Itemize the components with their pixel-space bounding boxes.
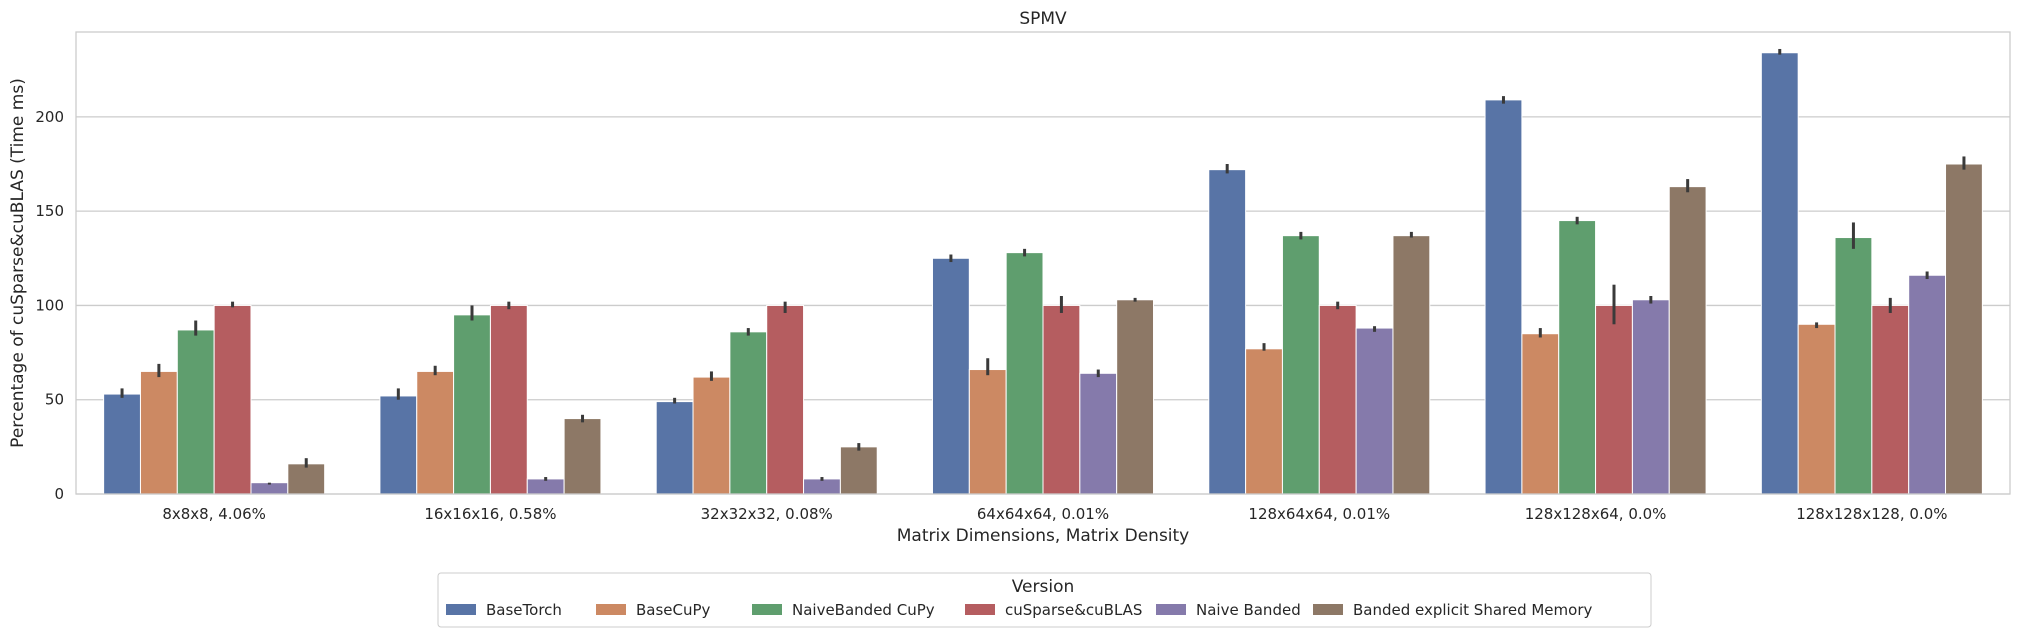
bar	[1631, 299, 1670, 495]
legend-swatch	[965, 604, 995, 615]
x-tick-label: 32x32x32, 0.08%	[701, 505, 833, 523]
bar	[1595, 304, 1633, 495]
bar	[1079, 372, 1118, 495]
bar	[1042, 304, 1081, 495]
bar	[1760, 52, 1799, 495]
bar	[1558, 220, 1597, 495]
bar-layer	[103, 52, 1983, 495]
x-tick-labels: 8x8x8, 4.06% 16x16x16, 0.58% 32x32x32, 0.0…	[162, 505, 1947, 523]
bar	[1208, 169, 1247, 495]
legend-label: BaseCuPy	[636, 601, 711, 619]
y-tick-label: 150	[35, 202, 64, 220]
legend-swatch	[446, 604, 476, 615]
bar	[1797, 323, 1836, 495]
bar	[1281, 235, 1320, 495]
bar	[1318, 304, 1357, 495]
legend-label: cuSparse&cuBLAS	[1005, 601, 1142, 619]
y-tick-label: 50	[45, 391, 64, 409]
y-tick-label: 200	[35, 108, 64, 126]
bar	[1834, 237, 1873, 495]
bar	[1945, 163, 1983, 495]
bar	[1521, 333, 1560, 495]
bar	[655, 401, 694, 495]
legend: Version BaseTorch BaseCuPy NaiveBanded CuP…	[437, 572, 1652, 628]
errorbar-layer	[120, 48, 1966, 485]
bar	[287, 463, 326, 495]
bar	[968, 369, 1007, 495]
x-tick-label: 8x8x8, 4.06%	[162, 505, 266, 523]
legend-items: BaseTorch BaseCuPy NaiveBanded CuPy cuSpars…	[446, 601, 1592, 619]
bar	[103, 393, 141, 495]
chart-title: SPMV	[1019, 9, 1067, 29]
legend-title: Version	[1012, 577, 1075, 597]
bar	[839, 446, 878, 495]
x-tick-label: 128x128x64, 0.0%	[1525, 505, 1667, 523]
legend-frame	[437, 572, 1652, 628]
bar	[176, 329, 215, 495]
bar	[1484, 99, 1523, 495]
bar	[453, 314, 491, 495]
bar	[379, 395, 418, 495]
legend-label: BaseTorch	[486, 601, 562, 619]
bar	[213, 304, 252, 495]
bar	[1116, 299, 1155, 495]
bar	[526, 478, 565, 495]
bar	[1392, 235, 1431, 495]
bar	[1355, 327, 1394, 495]
bar	[1245, 348, 1283, 495]
y-axis-label: Percentage of cuSparse&cuBLAS (Time ms)	[8, 78, 28, 448]
bar	[803, 478, 841, 495]
bar	[729, 331, 768, 495]
bar	[563, 418, 602, 495]
x-tick-label: 64x64x64, 0.01%	[977, 505, 1109, 523]
bar	[1908, 274, 1947, 495]
legend-swatch	[1313, 604, 1343, 615]
bar	[416, 370, 455, 495]
bar	[489, 304, 528, 495]
y-tick-label: 100	[35, 296, 64, 314]
x-axis-label: Matrix Dimensions, Matrix Density	[897, 526, 1190, 546]
legend-label: Naive Banded	[1196, 601, 1301, 619]
x-tick-label: 128x128x128, 0.0%	[1796, 505, 1947, 523]
x-tick-label: 128x64x64, 0.01%	[1248, 505, 1390, 523]
bar	[766, 304, 805, 495]
bar	[139, 370, 178, 495]
bar	[692, 376, 731, 495]
legend-swatch	[752, 604, 782, 615]
legend-label: Banded explicit Shared Memory	[1353, 601, 1592, 619]
legend-label: NaiveBanded CuPy	[792, 601, 935, 619]
legend-swatch	[596, 604, 626, 615]
bar	[1668, 186, 1707, 495]
plot-frame	[75, 31, 2011, 495]
bar	[931, 257, 970, 495]
legend-swatch	[1156, 604, 1186, 615]
y-tick-labels: 0 50 100 150 200	[35, 108, 64, 503]
bar	[1005, 252, 1044, 495]
bar	[1871, 304, 1910, 495]
x-tick-label: 16x16x16, 0.58%	[424, 505, 556, 523]
y-tick-label: 0	[54, 485, 64, 503]
